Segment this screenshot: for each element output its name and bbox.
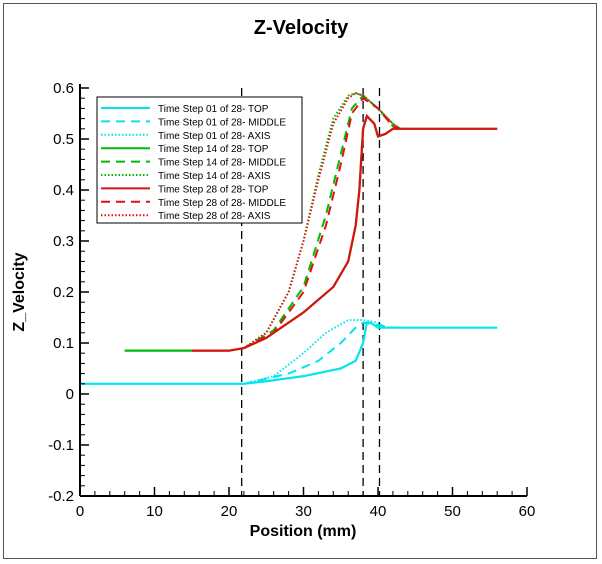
y-tick-label: -0.1: [48, 437, 74, 454]
x-axis-label: Position (mm): [250, 523, 357, 540]
series-line: [243, 91, 401, 349]
y-tick-label: 0: [66, 386, 74, 403]
y-tick-label: 0.6: [53, 80, 74, 97]
legend-label: Time Step 14 of 28- MIDDLE: [158, 158, 286, 169]
legend-entry: Time Step 01 of 28- TOP: [101, 104, 269, 115]
legend-entry: Time Step 14 of 28- MIDDLE: [101, 158, 286, 169]
legend-entry: Time Step 14 of 28- AXIS: [101, 171, 271, 182]
legend-entry: Time Step 14 of 28- TOP: [101, 144, 269, 155]
y-tick-label: 0.4: [53, 182, 74, 199]
y-axis-label: Z_Velocity: [11, 252, 28, 331]
chart-title: Z-Velocity: [254, 17, 349, 39]
legend-entry: Time Step 28 of 28- TOP: [101, 184, 269, 195]
y-tick-label: 0.2: [53, 284, 74, 301]
chart-frame: [3, 3, 597, 559]
series-line: [243, 96, 401, 349]
x-tick-label: 20: [221, 503, 238, 520]
y-tick-label: 0.3: [53, 233, 74, 250]
x-tick-label: 30: [295, 503, 312, 520]
legend-entry: Time Step 28 of 28- MIDDLE: [101, 198, 286, 209]
x-tick-label: 40: [370, 503, 387, 520]
legend-label: Time Step 01 of 28- TOP: [158, 104, 269, 115]
legend-label: Time Step 01 of 28- MIDDLE: [158, 117, 286, 128]
legend: Time Step 01 of 28- TOP Time Step 01 of 2…: [96, 96, 303, 224]
legend-entry: Time Step 01 of 28- AXIS: [101, 131, 271, 142]
y-tick-label: 0.1: [53, 335, 74, 352]
series-line: [243, 321, 394, 385]
y-tick-label: -0.2: [48, 488, 74, 505]
series-line: [191, 113, 498, 352]
legend-label: Time Step 28 of 28- MIDDLE: [158, 198, 286, 209]
legend-label: Time Step 01 of 28- AXIS: [158, 131, 271, 142]
legend-label: Time Step 28 of 28- TOP: [158, 184, 269, 195]
y-tick-label: 0.5: [53, 131, 74, 148]
x-tick-label: 10: [146, 503, 163, 520]
legend-label: Time Step 28 of 28- AXIS: [158, 211, 271, 222]
series-line: [243, 319, 387, 385]
x-tick-label: 0: [76, 503, 84, 520]
x-tick-label: 50: [444, 503, 461, 520]
x-tick-label: 60: [519, 503, 536, 520]
legend-label: Time Step 14 of 28- AXIS: [158, 171, 271, 182]
legend-label: Time Step 14 of 28- TOP: [158, 144, 269, 155]
series-line: [80, 321, 498, 385]
series-line: [243, 92, 401, 349]
legend-entry: Time Step 28 of 28- AXIS: [101, 211, 271, 222]
legend-entry: Time Step 01 of 28- MIDDLE: [101, 117, 286, 128]
